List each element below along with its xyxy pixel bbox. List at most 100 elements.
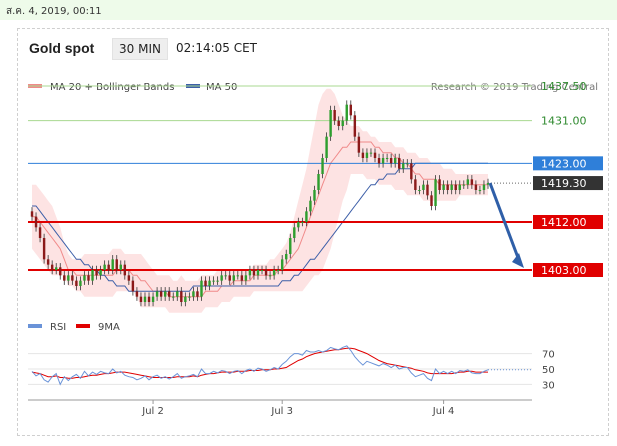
candle-body [208,280,211,286]
candles [30,100,490,307]
candle-body [341,120,344,126]
rsi-ma-legend-label: 9MA [98,322,120,333]
candle-body [321,158,324,174]
candle-body [361,152,365,158]
candle-body [71,275,74,281]
candle-body [147,296,151,302]
forecast-arrow-head [512,253,524,268]
candle-body [196,291,199,297]
candle-body [389,158,393,164]
candle-body [119,264,122,270]
candle-body [180,291,183,302]
bollinger-band-fill [32,88,488,313]
candle-body [50,264,54,270]
candle-body [365,152,369,158]
candle-body [438,179,441,190]
candle-body [345,104,348,121]
candle-body [167,291,171,297]
candle-body [135,291,139,297]
candle-body [159,291,163,297]
price-legend: MA 20 + Bollinger Bands MA 50 Research ©… [28,82,598,93]
candle-body [329,110,332,137]
candle-body [325,136,328,158]
level-label-2: 1423.00 [541,157,587,170]
rsi-ma-legend-swatch [76,324,90,328]
candle-body [434,179,437,206]
level-box-2 [533,156,603,171]
candle-body [163,291,167,297]
x-tick-label: Jul 4 [432,406,455,417]
rsi-ticks: 70 50 30 [542,350,555,392]
candle-body [155,291,159,297]
candle-body [406,163,409,165]
candle-body [220,275,223,281]
candle-body [297,222,300,228]
candle-body [99,270,102,276]
candle-body [224,275,227,277]
candle-body [305,211,308,222]
candle-body [232,275,235,281]
rsi-lines [31,345,532,386]
candle-body [216,280,219,282]
candle-body [333,110,336,121]
instrument-title: Gold spot [29,40,95,56]
level-labels: 1437.50 1431.00 1423.00 1419.30 1412.00 1403.… [533,80,603,277]
candle-body [317,174,320,190]
candle-body [478,190,482,191]
candle-body [349,104,353,116]
level-box-3 [533,176,603,191]
candle-body [34,216,38,228]
candle-body [410,163,413,180]
x-axis-ticks: Jul 2 Jul 3 Jul 4 [141,400,454,417]
candle-body [46,259,50,265]
candle-body [357,136,361,153]
candle-body [87,275,90,281]
candle-body [83,275,86,281]
candle-body [103,264,106,270]
timestamp-bar: ส.ค. 4, 2019, 00:11 [0,0,617,20]
candle-body [115,259,118,270]
candle-body [176,291,179,297]
candle-body [462,184,465,186]
chart-time: 02:14:05 CET [176,41,257,55]
candle-body [236,275,240,277]
candle-body [454,184,457,190]
candle-body [466,179,470,185]
candle-body [414,179,417,190]
candle-body [470,179,474,185]
candle-body [276,270,280,271]
timeframe-button[interactable]: 30 MIN [112,38,168,60]
rsi-tick-label: 70 [542,350,555,361]
ma50-legend-label: MA 50 [206,82,237,93]
candle-body [244,275,248,281]
candle-body [458,184,461,190]
level-label-4: 1412.00 [541,216,587,229]
rsi-legend-swatch [28,324,42,328]
candle-body [309,200,312,212]
rsi-line [31,345,489,386]
candle-body [107,264,110,270]
candle-body [91,270,94,281]
candle-body [127,275,131,281]
timestamp: ส.ค. 4, 2019, 00:11 [6,6,102,17]
candle-body [200,280,203,297]
candle-body [293,227,296,238]
candle-body [131,280,135,292]
candle-body [95,270,98,276]
candle-body [252,270,256,276]
candle-body [418,190,421,191]
candle-body [63,275,66,281]
candle-body [398,158,401,169]
candle-body [172,296,175,298]
candle-body [111,259,114,270]
candle-body [385,158,389,159]
candle-body [301,222,304,223]
candle-body [240,275,244,281]
candle-body [228,275,231,281]
candle-body [59,267,62,276]
candle-body [442,184,445,190]
candle-body [139,296,143,302]
candle-body [260,270,264,271]
chart-panel [17,28,609,436]
